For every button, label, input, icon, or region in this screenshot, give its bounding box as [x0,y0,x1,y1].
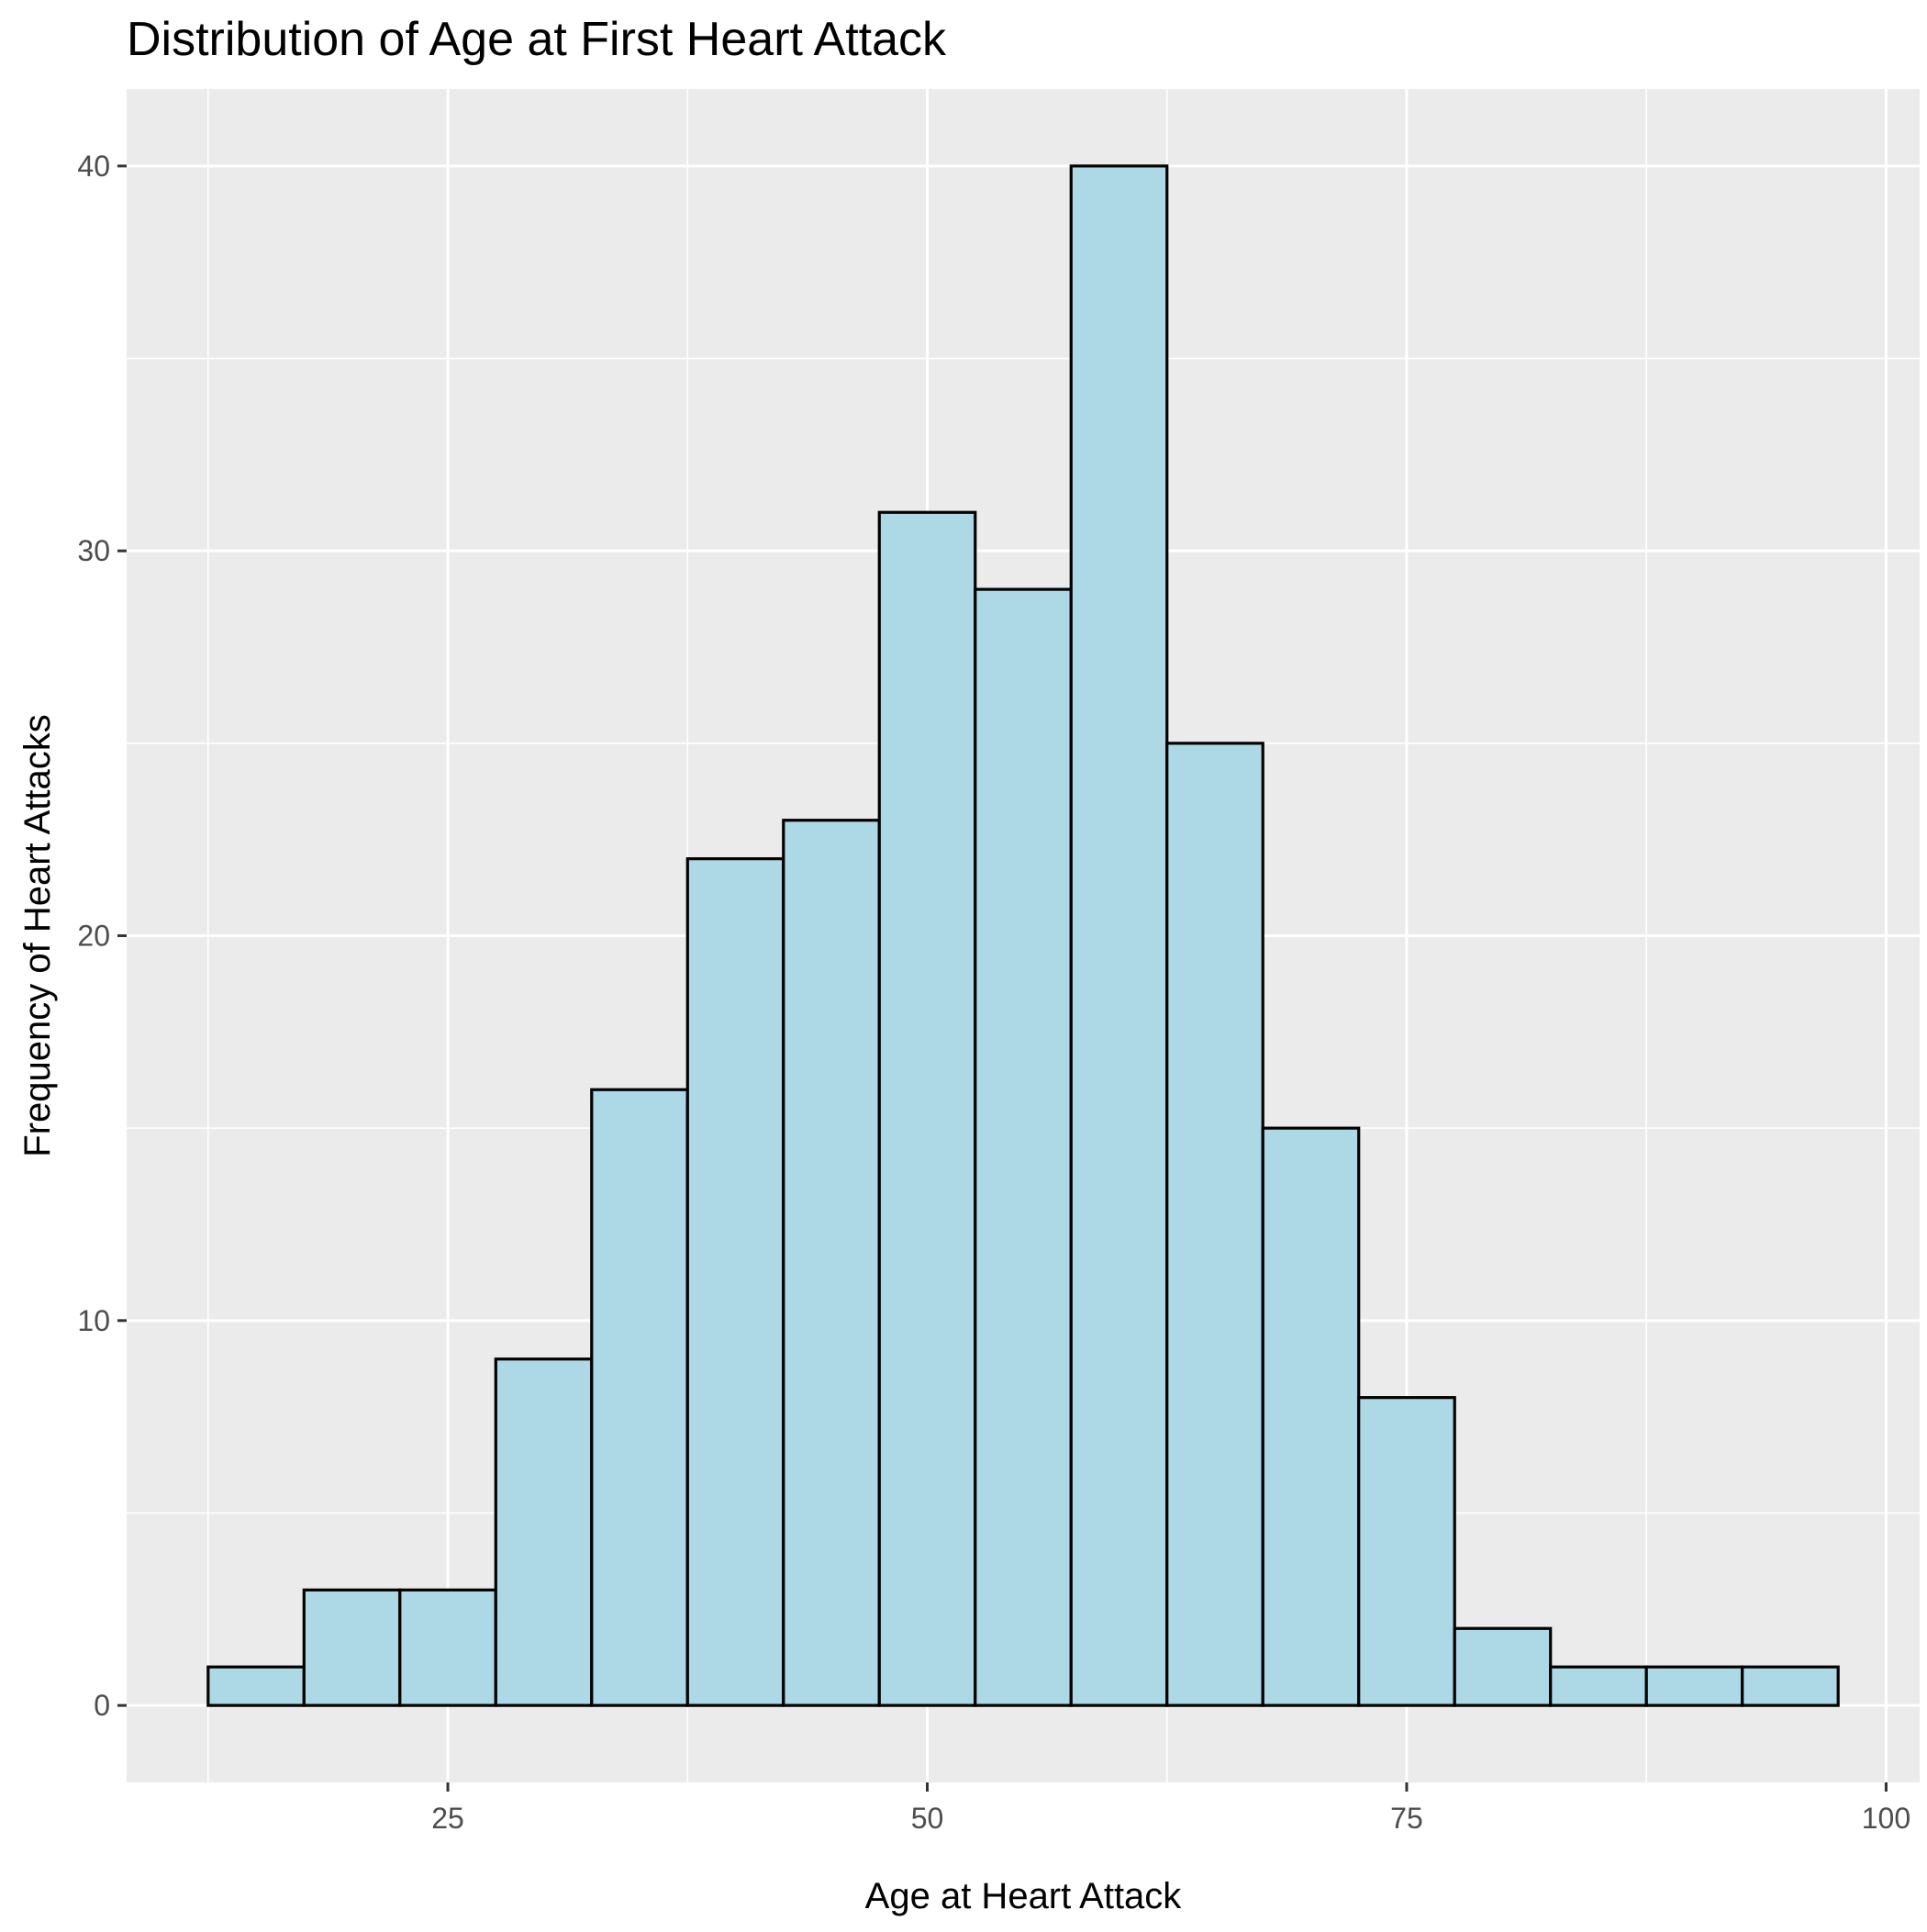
histogram-bar [494,1357,594,1707]
histogram-bar [782,819,881,1707]
histogram-bar [1165,742,1264,1707]
histogram-bar [974,587,1073,1707]
x-tick-label: 25 [431,1802,464,1835]
histogram-bar [1741,1665,1840,1707]
histogram-bars [206,164,1840,1707]
x-tick-label: 100 [1862,1802,1910,1835]
y-tick-label: 40 [77,150,110,183]
chart-title: Distribution of Age at First Heart Attac… [127,13,947,66]
x-axis: 25 50 75 100 [431,1782,1910,1835]
y-tick-label: 20 [77,920,110,953]
histogram-bar [398,1588,497,1707]
histogram-bar [1069,164,1169,1707]
histogram-bar [590,1088,689,1707]
y-tick-label: 0 [94,1689,110,1722]
histogram-bar [302,1588,402,1707]
x-tick-label: 50 [911,1802,944,1835]
histogram-bar [1261,1126,1361,1707]
histogram-bar [206,1665,306,1707]
histogram-bar [1644,1665,1744,1707]
x-axis-title: Age at Heart Attack [865,1876,1183,1916]
y-axis-title: Frequency of Heart Attacks [17,714,58,1156]
y-tick-label: 30 [77,534,110,567]
x-tick-label: 75 [1390,1802,1423,1835]
histogram-bar [1453,1626,1553,1707]
histogram-bar [877,510,977,1707]
y-axis: 0 10 20 30 40 [77,150,127,1722]
y-tick-label: 10 [77,1304,110,1337]
histogram-bar [685,857,785,1707]
histogram-bar [1357,1396,1456,1707]
histogram-bar [1549,1665,1648,1707]
